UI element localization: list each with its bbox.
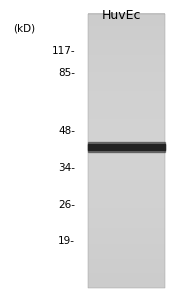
Bar [88, 14, 165, 288]
Bar [88, 142, 165, 152]
Text: (kD): (kD) [13, 23, 35, 34]
Text: 34-: 34- [58, 163, 75, 173]
Text: 19-: 19- [58, 236, 75, 247]
Bar [88, 144, 165, 150]
Text: HuvEc: HuvEc [102, 9, 141, 22]
Text: 48-: 48- [58, 125, 75, 136]
Text: 26-: 26- [58, 200, 75, 211]
Text: 85-: 85- [58, 68, 75, 79]
Text: 117-: 117- [52, 46, 75, 56]
